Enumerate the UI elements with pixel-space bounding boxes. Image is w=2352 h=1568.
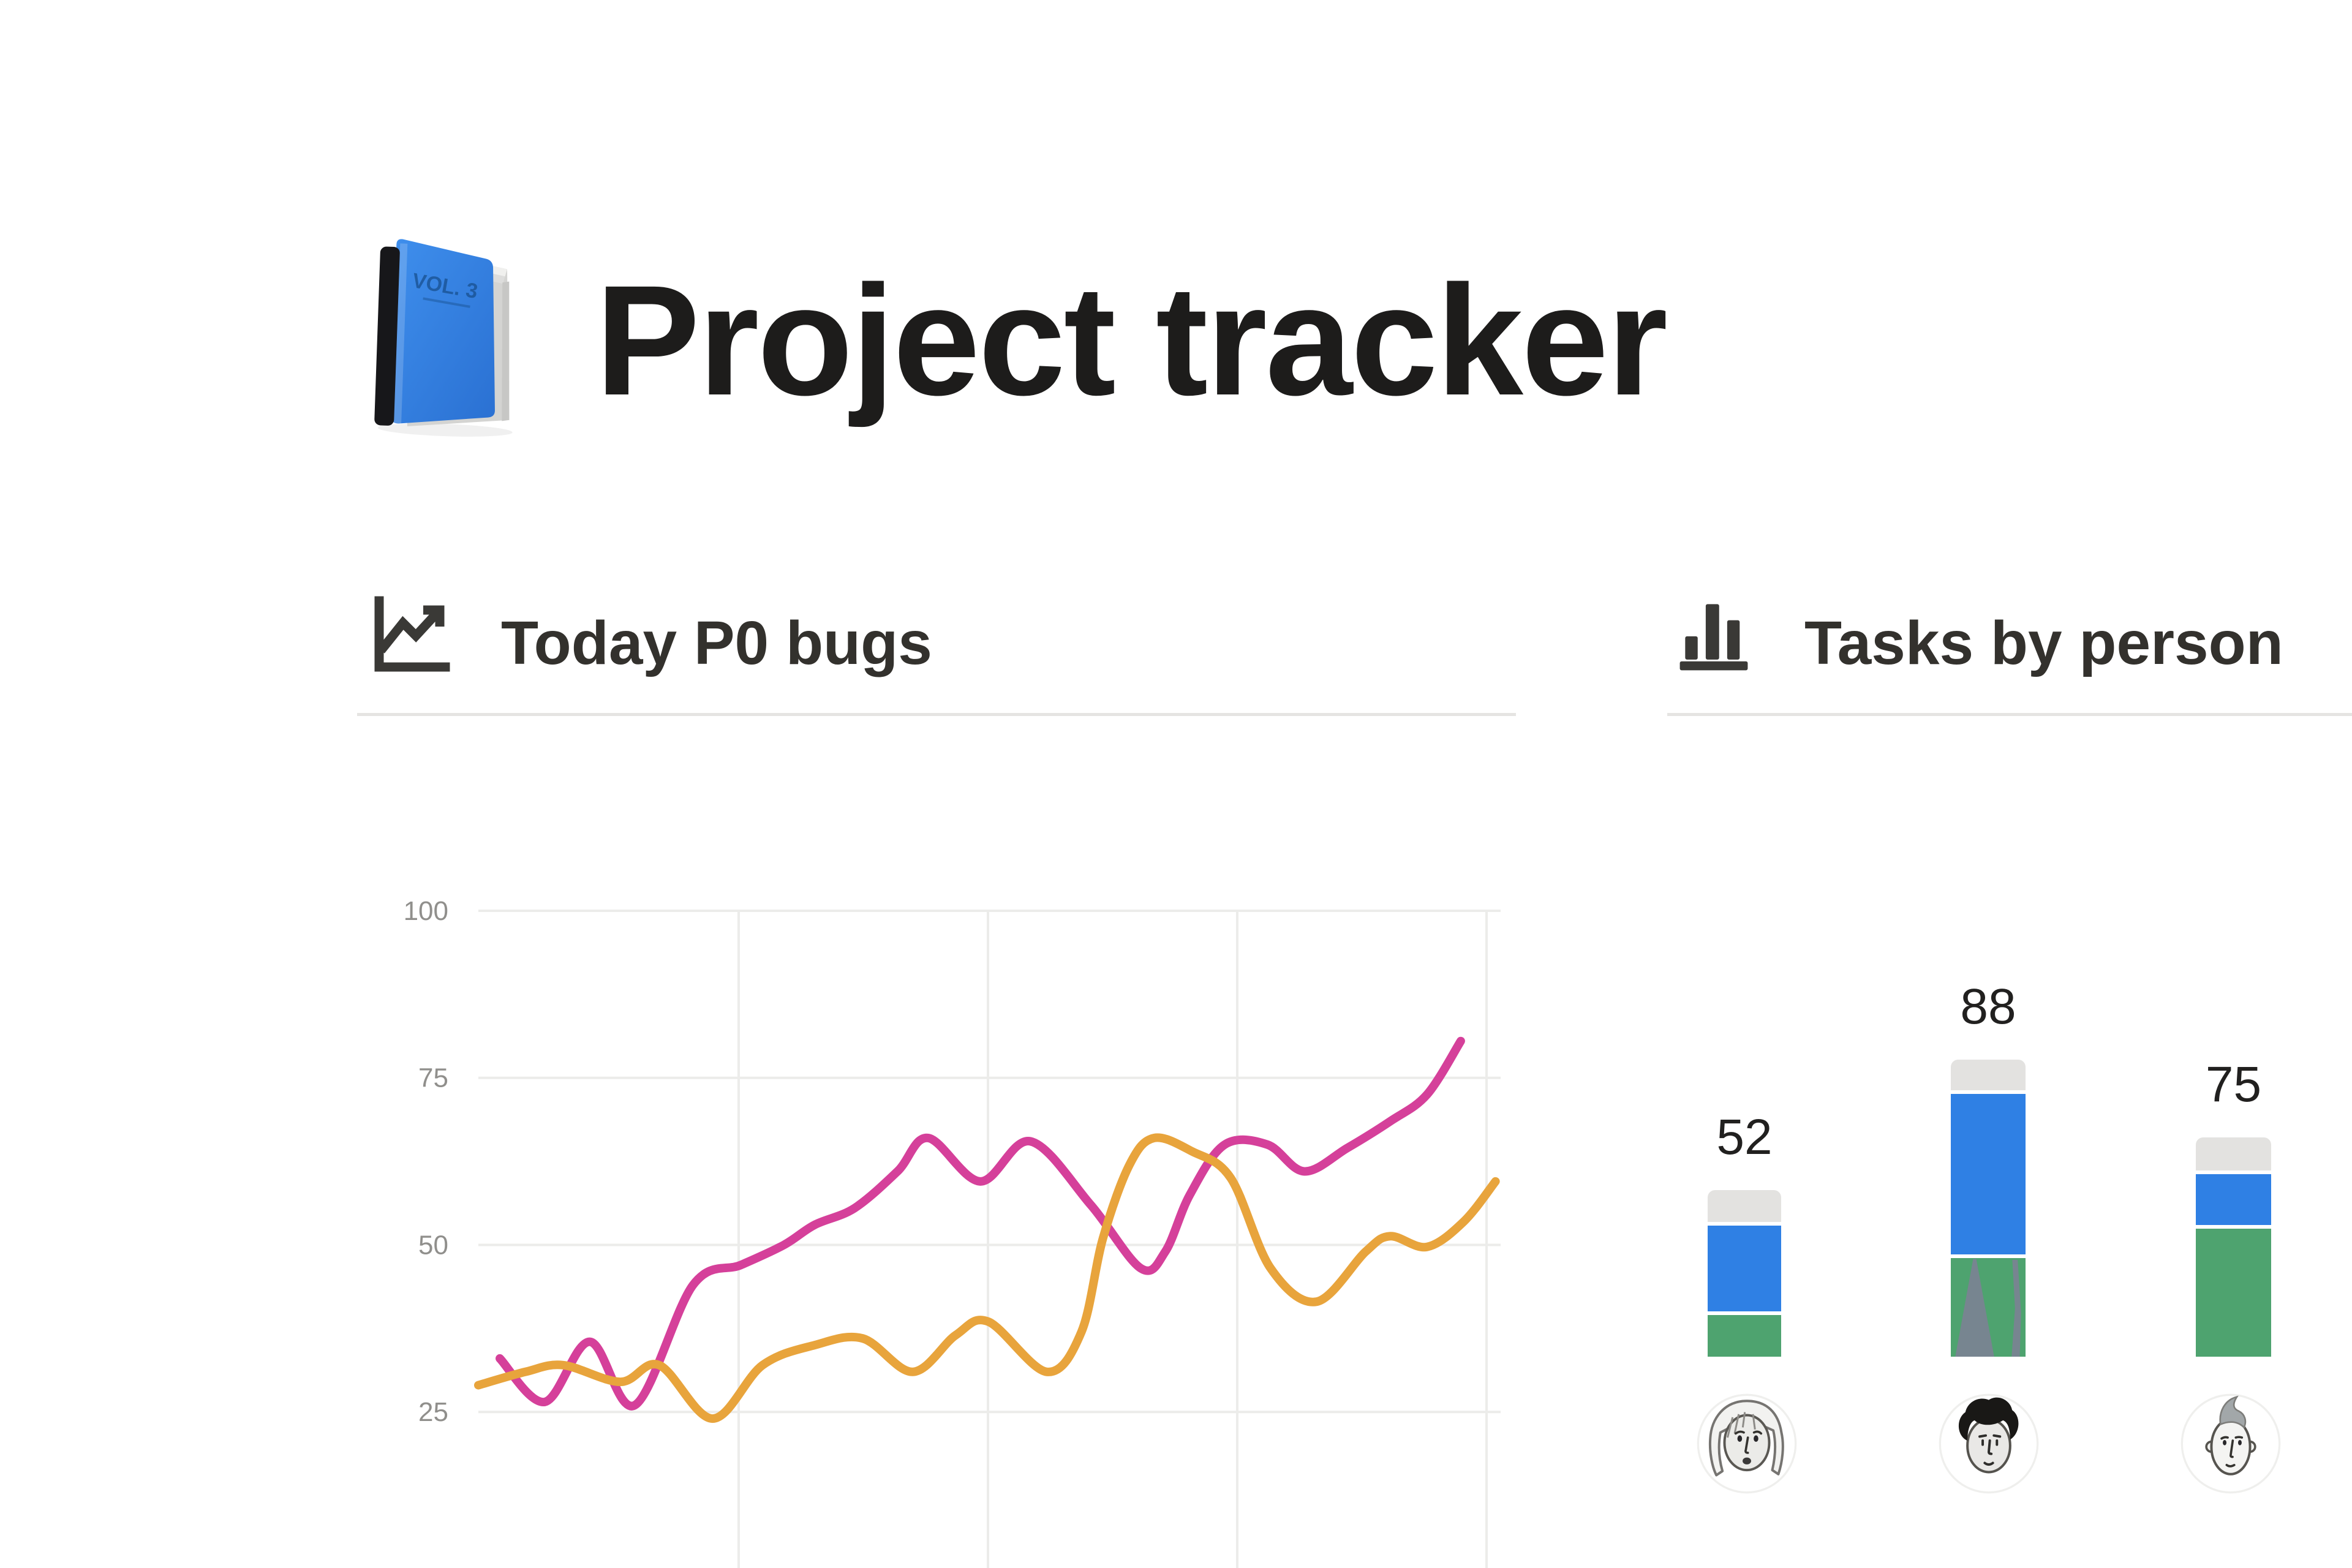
- bar-segment-gray-cap: [2196, 1137, 2271, 1170]
- bar-75: [2196, 1137, 2271, 1357]
- y-axis-tick-label: 100: [404, 896, 448, 926]
- avatar-long-hair: [1696, 1393, 1798, 1494]
- bar-segment-gray-cap: [1708, 1189, 1781, 1222]
- bar-segment-green: [2196, 1228, 2271, 1357]
- bar-88: [1951, 1060, 2026, 1357]
- bar-segment-blue: [2196, 1174, 2271, 1225]
- avatar-gray-hair: [2180, 1393, 2282, 1494]
- series-line-orange: [474, 1133, 1500, 1423]
- avatar-dark-hair: [1938, 1393, 2040, 1494]
- bar-value-label: 52: [1716, 1109, 1773, 1165]
- slate-stripe-overlay: [2011, 1259, 2021, 1357]
- bar-segment-blue: [1951, 1094, 2026, 1254]
- page-title[interactable]: Project tracker: [595, 253, 1668, 428]
- section-title-tasks-by-person[interactable]: Tasks by person: [1804, 609, 2283, 677]
- section-divider: [357, 713, 1516, 716]
- bar-segment-blue: [1708, 1225, 1781, 1312]
- bar-value-label: 75: [2205, 1057, 2262, 1113]
- bar-chart-icon: [1671, 592, 1759, 680]
- line-chart-icon: [366, 592, 454, 680]
- bar-52: [1708, 1189, 1781, 1357]
- bar-segment-green: [1708, 1315, 1781, 1357]
- blue-book-emoji: VOL. 3: [363, 236, 526, 440]
- bar-segment-gray-cap: [1951, 1060, 2026, 1091]
- y-axis-tick-label: 25: [418, 1397, 448, 1427]
- section-divider: [1667, 713, 2352, 716]
- bar-segment-green: [1951, 1257, 2026, 1357]
- y-axis-tick-label: 50: [418, 1230, 448, 1260]
- y-axis-tick-label: 75: [418, 1063, 448, 1093]
- p0-bugs-line-chart[interactable]: 100 75 50 25: [343, 862, 1593, 1568]
- section-title-today-p0-bugs[interactable]: Today P0 bugs: [501, 609, 932, 677]
- series-line-pink: [496, 1036, 1465, 1411]
- bar-value-label: 88: [1960, 979, 2016, 1035]
- slate-triangle-overlay: [1955, 1259, 1994, 1357]
